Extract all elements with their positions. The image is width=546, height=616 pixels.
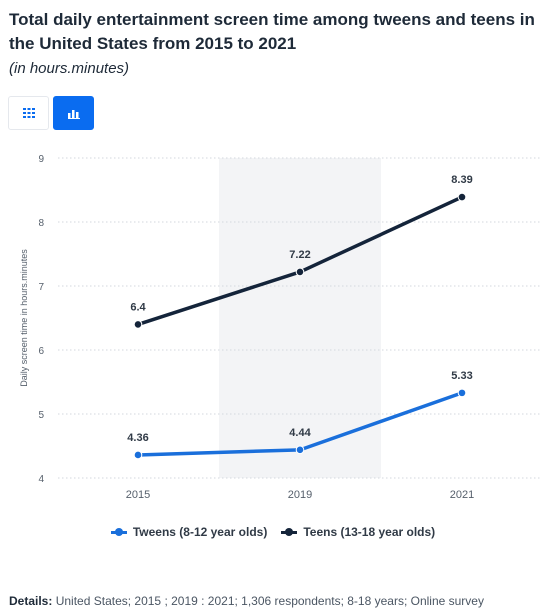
line-chart: 4 5 6 7 8 9 2015 2019 2021 Daily screen time in h…: [19, 154, 542, 501]
bar-chart-icon: [67, 109, 80, 119]
y-axis-title: Daily screen time in hours.minutes: [19, 249, 29, 387]
chart-view-button[interactable]: [53, 96, 94, 130]
details-footer: Details: United States; 2015 ; 2019 : 20…: [9, 594, 484, 608]
data-label: 4.36: [127, 432, 148, 444]
x-tick-label: 2021: [450, 489, 474, 501]
y-tick-label: 6: [38, 346, 44, 357]
legend-label: Teens (13-18 year olds): [303, 525, 436, 539]
legend-swatch: [110, 527, 127, 536]
data-label: 8.39: [451, 174, 472, 186]
data-point: [133, 320, 143, 329]
data-label: 4.44: [289, 427, 311, 439]
table-view-button[interactable]: [8, 96, 49, 130]
highlight-band: [219, 158, 381, 478]
chart-legend: Tweens (8-12 year olds) Teens (13-18 year…: [0, 525, 546, 539]
details-text: United States; 2015 ; 2019 : 2021; 1,306…: [55, 594, 484, 608]
data-label: 7.22: [289, 249, 310, 261]
data-point: [457, 192, 467, 202]
data-point: [133, 450, 143, 460]
data-point: [457, 388, 467, 398]
chart-subtitle: (in hours.minutes): [9, 60, 130, 77]
x-tick-label: 2015: [126, 489, 150, 501]
y-tick-label: 7: [38, 282, 44, 293]
y-tick-label: 8: [38, 218, 44, 229]
legend-item[interactable]: Tweens (8-12 year olds): [110, 525, 268, 539]
legend-swatch: [281, 527, 298, 536]
y-tick-label: 4: [38, 474, 44, 485]
data-label: 6.4: [130, 301, 146, 313]
y-tick-label: 9: [38, 154, 44, 165]
x-tick-label: 2019: [288, 489, 312, 501]
legend-item[interactable]: Teens (13-18 year olds): [281, 525, 435, 539]
chart-title: Total daily entertainment screen time am…: [9, 10, 535, 53]
y-tick-label: 5: [38, 410, 44, 421]
table-grid-icon: [22, 108, 35, 118]
data-label: 5.33: [451, 370, 472, 382]
data-point: [295, 267, 305, 277]
data-point: [295, 445, 305, 455]
legend-label: Tweens (8-12 year olds): [132, 525, 268, 539]
details-label: Details:: [9, 594, 53, 608]
